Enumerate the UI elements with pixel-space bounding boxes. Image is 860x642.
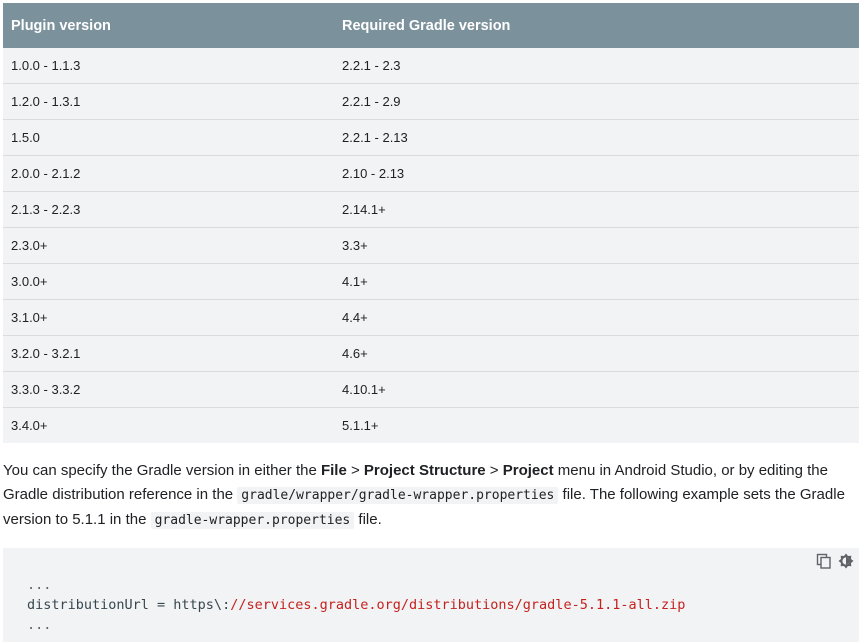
dark-theme-toggle-icon[interactable] [838,553,854,569]
plugin-version-cell: 3.1.0+ [3,299,334,336]
distribution-url-value: //services.gradle.org/distributions/grad… [230,597,686,613]
table-row: 3.2.0 - 3.2.1 4.6+ [3,335,859,372]
plugin-version-cell: 3.4.0+ [3,407,334,443]
gradle-version-cell: 2.2.1 - 2.3 [334,48,859,84]
gradle-version-cell: 2.10 - 2.13 [334,155,859,192]
gradle-version-cell: 2.14.1+ [334,191,859,228]
plugin-version-cell: 2.0.0 - 2.1.2 [3,155,334,192]
table-row: 3.0.0+ 4.1+ [3,263,859,300]
plugin-version-cell: 1.0.0 - 1.1.3 [3,48,334,84]
code-ellipsis-line: ... [27,617,52,633]
distribution-url-line: distributionUrl = https\://services.grad… [27,595,685,615]
prose-text: file. The following example sets the Gra… [3,486,845,528]
gradle-version-cell: 2.2.1 - 2.13 [334,119,859,156]
table-row: 1.0.0 - 1.1.3 2.2.1 - 2.3 [3,48,859,84]
code-sample: ... distributionUrl = https\://services.g… [27,575,685,635]
gradle-version-cell: 4.4+ [334,299,859,336]
table-row: 2.0.0 - 2.1.2 2.10 - 2.13 [3,155,859,192]
wrapper-properties-filename: gradle-wrapper.properties [150,512,355,529]
version-compatibility-table: Plugin version Required Gradle version 1… [3,3,859,443]
header-plugin-version: Plugin version [3,3,334,48]
gradle-version-cell: 4.6+ [334,335,859,372]
plugin-version-cell: 1.5.0 [3,119,334,156]
table-row: 2.1.3 - 2.2.3 2.14.1+ [3,191,859,228]
plugin-version-cell: 1.2.0 - 1.3.1 [3,83,334,120]
table-row: 2.3.0+ 3.3+ [3,227,859,264]
plugin-version-cell: 3.3.0 - 3.3.2 [3,371,334,408]
code-sample-block: ... distributionUrl = https\://services.g… [3,548,859,642]
header-required-gradle-version: Required Gradle version [334,3,859,48]
gradle-version-cell: 3.3+ [334,227,859,264]
gradle-version-cell: 4.1+ [334,263,859,300]
prose-text: You can specify the Gradle version in ei… [3,462,321,479]
table-row: 3.4.0+ 5.1.1+ [3,407,859,443]
project-structure-menu-label: Project Structure [363,462,486,479]
prose-separator: > [346,462,364,479]
table-row: 1.2.0 - 1.3.1 2.2.1 - 2.9 [3,83,859,120]
code-toolbar [816,553,854,569]
prose-text: file. [354,511,382,528]
plugin-version-cell: 3.2.0 - 3.2.1 [3,335,334,372]
gradle-version-cell: 4.10.1+ [334,371,859,408]
gradle-version-instructions: You can specify the Gradle version in ei… [3,459,853,533]
plugin-version-cell: 2.3.0+ [3,227,334,264]
wrapper-properties-path: gradle/wrapper/gradle-wrapper.properties [237,487,559,504]
distribution-url-key: distributionUrl = https\: [27,597,231,613]
plugin-version-cell: 2.1.3 - 2.2.3 [3,191,334,228]
prose-text: menu in Android Studio, or by editing th… [3,462,828,503]
prose-separator: > [485,462,503,479]
file-menu-label: File [320,462,347,479]
code-ellipsis-line: ... [27,577,52,593]
table-header-row: Plugin version Required Gradle version [3,3,859,48]
gradle-version-cell: 2.2.1 - 2.9 [334,83,859,120]
plugin-version-cell: 3.0.0+ [3,263,334,300]
gradle-version-cell: 5.1.1+ [334,407,859,443]
table-row: 1.5.0 2.2.1 - 2.13 [3,119,859,156]
copy-icon[interactable] [816,553,832,569]
table-row: 3.3.0 - 3.3.2 4.10.1+ [3,371,859,408]
table-row: 3.1.0+ 4.4+ [3,299,859,336]
project-menu-label: Project [502,462,554,479]
